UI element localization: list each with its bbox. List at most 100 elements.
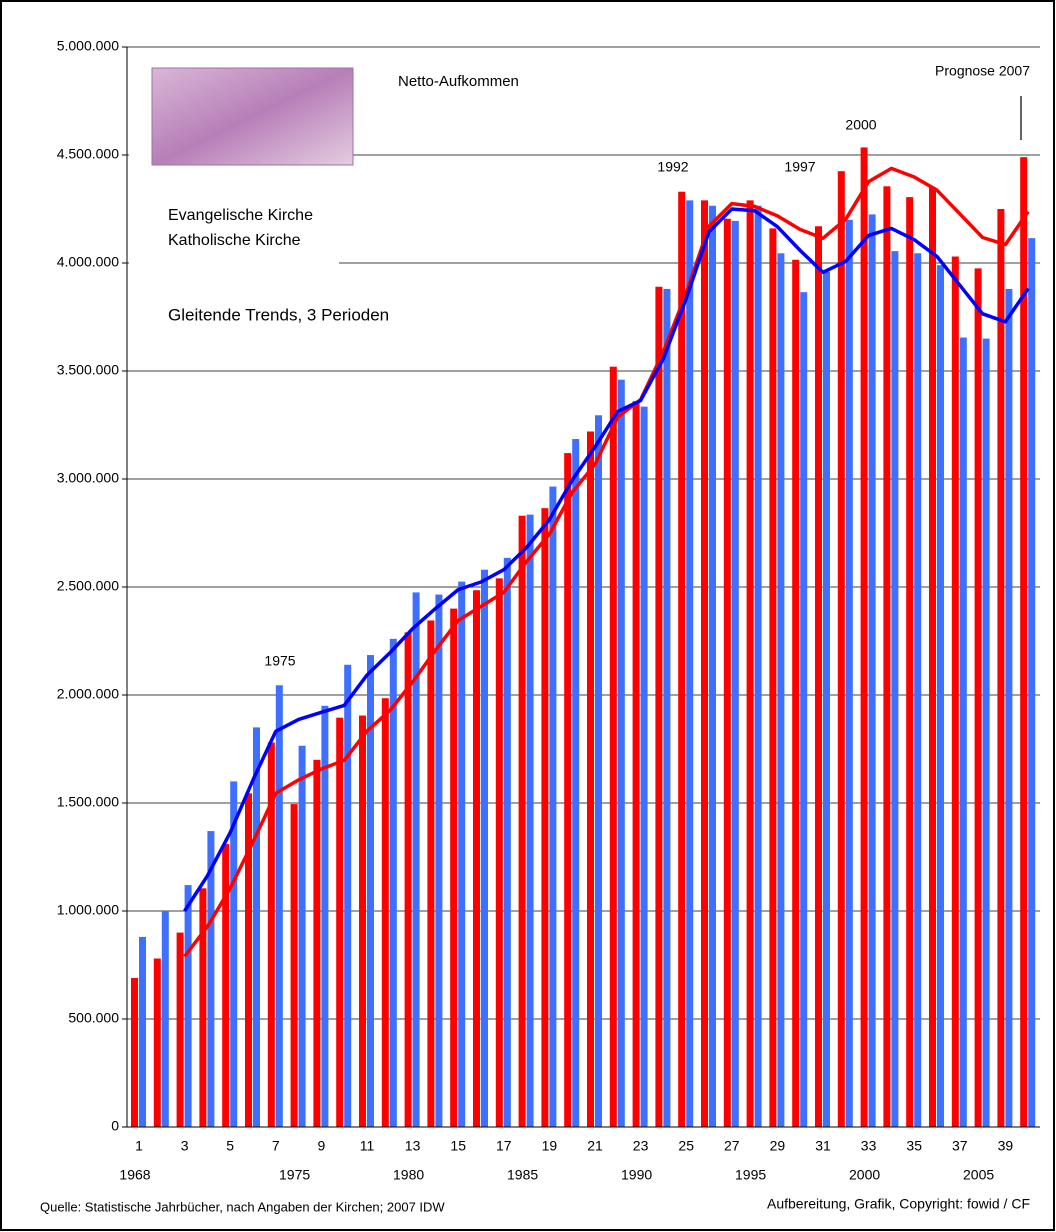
bar: [276, 685, 283, 1127]
bar: [678, 192, 685, 1127]
y-tick-label: 1.000.000: [57, 902, 119, 918]
bar: [139, 937, 146, 1127]
bar: [504, 558, 511, 1127]
bar: [291, 804, 298, 1127]
x-tick-label: 9: [318, 1138, 326, 1154]
y-tick-label: 0: [111, 1118, 119, 1134]
bar: [800, 292, 807, 1127]
x-year-label: 1975: [279, 1167, 310, 1183]
x-tick-label: 19: [542, 1138, 558, 1154]
subtitle: Gleitende Trends, 3 Perioden: [168, 305, 389, 324]
annotation: 2000: [845, 117, 876, 133]
x-tick-label: 31: [815, 1138, 831, 1154]
bar: [633, 401, 640, 1127]
bar: [572, 439, 579, 1127]
bar: [427, 620, 434, 1127]
bar: [299, 746, 306, 1127]
bar: [344, 665, 351, 1127]
bar: [595, 415, 602, 1127]
chart: Netto-Aufkommen Gleitende Trends, 3 Peri…: [0, 0, 1056, 1232]
bar: [541, 508, 548, 1127]
x-year-label: 1968: [119, 1167, 150, 1183]
x-year-label: 2005: [963, 1167, 994, 1183]
x-year-label: 1985: [507, 1167, 538, 1183]
bar: [755, 206, 762, 1127]
bar: [458, 582, 465, 1127]
bar: [405, 632, 412, 1127]
x-tick-label: 39: [998, 1138, 1014, 1154]
y-tick-label: 4.500.000: [57, 146, 119, 162]
bar: [1028, 238, 1035, 1127]
bar: [838, 171, 845, 1127]
y-tick-label: 4.000.000: [57, 254, 119, 270]
bar: [154, 959, 161, 1127]
bar: [937, 265, 944, 1127]
y-tick-label: 500.000: [68, 1010, 119, 1026]
bar: [914, 253, 921, 1127]
x-tick-label: 29: [770, 1138, 786, 1154]
bar: [906, 197, 913, 1127]
chart-title: Netto-Aufkommen: [398, 73, 519, 90]
bar: [777, 253, 784, 1127]
x-tick-label: 35: [906, 1138, 922, 1154]
bar: [952, 257, 959, 1127]
bar: [655, 287, 662, 1127]
bar: [641, 407, 648, 1127]
annotation: 1997: [784, 159, 815, 175]
y-tick-label: 5.000.000: [57, 38, 119, 54]
x-tick-label: 5: [226, 1138, 234, 1154]
bar: [473, 590, 480, 1127]
bar: [792, 260, 799, 1127]
bar: [701, 200, 708, 1127]
bar: [222, 844, 229, 1127]
x-tick-label: 17: [496, 1138, 512, 1154]
bar: [336, 718, 343, 1127]
x-year-label: 1990: [621, 1167, 652, 1183]
legend-entry: Katholische Kirche: [168, 232, 301, 249]
bar: [313, 760, 320, 1127]
bar: [997, 209, 1004, 1127]
banknote-image: [152, 68, 353, 165]
y-tick-label: 1.500.000: [57, 794, 119, 810]
bar: [929, 187, 936, 1127]
annotation: 1975: [264, 653, 295, 669]
bar: [861, 147, 868, 1127]
x-tick-label: 13: [405, 1138, 421, 1154]
bar: [846, 220, 853, 1127]
bar: [162, 911, 169, 1127]
x-year-label: 2000: [849, 1167, 880, 1183]
credit: Aufbereitung, Grafik, Copyright: fowid /…: [767, 1196, 1030, 1212]
bar: [359, 716, 366, 1127]
bar: [587, 431, 594, 1127]
x-tick-label: 25: [678, 1138, 694, 1154]
x-tick-label: 7: [272, 1138, 280, 1154]
x-tick-label: 1: [135, 1138, 143, 1154]
annotation: Prognose 2007: [935, 63, 1030, 79]
bar: [199, 888, 206, 1127]
bar: [960, 338, 967, 1127]
bar: [481, 570, 488, 1127]
bar: [891, 251, 898, 1127]
x-tick-label: 37: [952, 1138, 968, 1154]
bar: [709, 206, 716, 1127]
bar: [663, 289, 670, 1127]
y-tick-label: 2.500.000: [57, 578, 119, 594]
x-tick-label: 21: [587, 1138, 603, 1154]
bar: [131, 978, 138, 1127]
bar: [177, 933, 184, 1127]
bar: [883, 186, 890, 1127]
bar: [549, 487, 556, 1127]
bar: [496, 578, 503, 1127]
bar: [747, 200, 754, 1127]
bar: [450, 609, 457, 1127]
bar: [823, 272, 830, 1127]
bar: [185, 885, 192, 1127]
bar: [435, 595, 442, 1127]
x-tick-label: 15: [450, 1138, 466, 1154]
x-tick-label: 3: [181, 1138, 189, 1154]
y-tick-label: 3.000.000: [57, 470, 119, 486]
source: Quelle: Statistische Jahrbücher, nach An…: [40, 1199, 445, 1214]
bar: [732, 221, 739, 1127]
x-tick-label: 11: [360, 1138, 375, 1154]
bar: [815, 226, 822, 1127]
